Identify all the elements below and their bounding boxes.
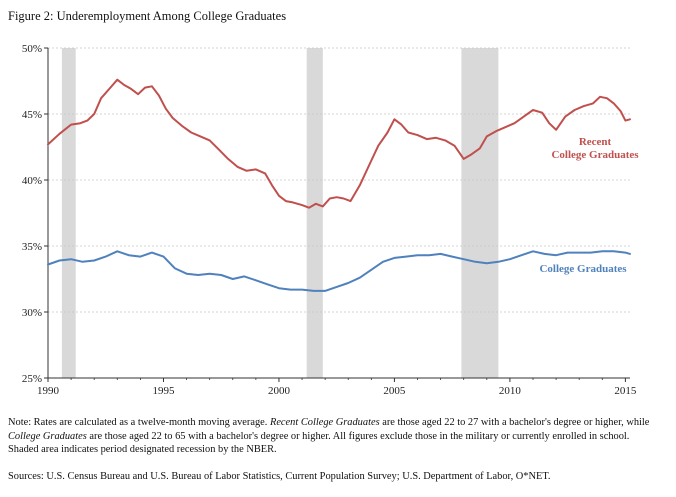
y-tick-label-40: 40% [22, 175, 42, 187]
y-tick-label-35: 35% [22, 241, 42, 253]
series-label-recent-college-graduates-1: Recent [579, 136, 612, 148]
x-tick-label-2000: 2000 [268, 385, 291, 397]
data-series [47, 78, 631, 292]
series-line-recent-college-graduates [47, 78, 631, 209]
y-tick-label-45: 45% [22, 109, 42, 121]
underemployment-line-chart: 25% 30% 35% 40% 45% 50% 1990 1995 2000 2005 2010 20… [22, 43, 639, 397]
note-recent-grads-term: Recent College Graduates [269, 417, 380, 428]
note-text-2: are those aged 22 to 27 with a bachelor'… [379, 417, 650, 428]
y-tick-label-30: 30% [22, 307, 42, 319]
series-label-recent-college-graduates-2: College Graduates [551, 149, 639, 161]
series-label-college-graduates-1: College Graduates [539, 263, 627, 275]
note-text-3: are those aged 22 to 65 with a bachelor'… [8, 430, 630, 456]
recession-shading [61, 48, 499, 378]
y-tick-label-25: 25% [22, 373, 42, 385]
figure-title: Figure 2: Underemployment Among College … [8, 9, 287, 23]
x-tick-label-1990: 1990 [37, 385, 60, 397]
chart-sources: Sources: U.S. Census Bureau and U.S. Bur… [8, 471, 551, 482]
axes [47, 48, 630, 379]
tick-marks: 25% 30% 35% 40% 45% 50% 1990 1995 2000 2005 2010 20… [22, 43, 637, 397]
note-text-1: Note: Rates are calculated as a twelve-m… [8, 417, 270, 428]
x-tick-label-2010: 2010 [499, 385, 522, 397]
x-tick-label-2015: 2015 [614, 385, 637, 397]
x-tick-label-1995: 1995 [152, 385, 175, 397]
recession-band-1 [61, 48, 76, 378]
recession-band-2 [306, 48, 323, 378]
x-tick-label-2005: 2005 [383, 385, 406, 397]
y-tick-label-50: 50% [22, 43, 42, 55]
grid-lines [48, 47, 630, 313]
series-line-college-graduates [47, 250, 631, 292]
note-college-grads-term: College Graduates [8, 430, 87, 442]
recession-band-3 [461, 48, 499, 378]
chart-note: Note: Rates are calculated as a twelve-m… [8, 416, 660, 457]
